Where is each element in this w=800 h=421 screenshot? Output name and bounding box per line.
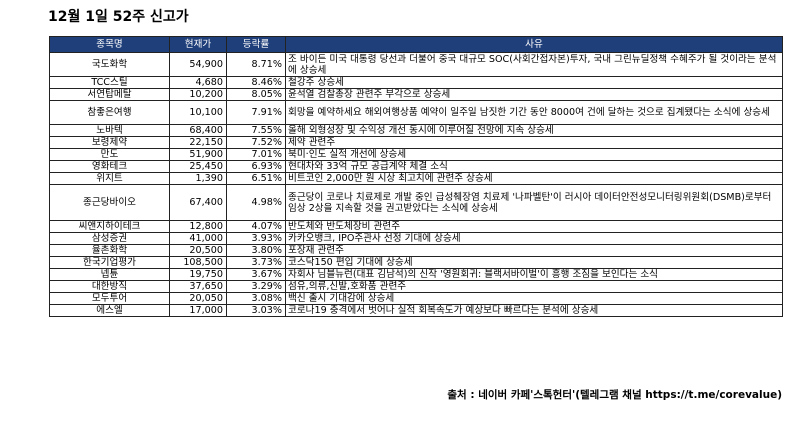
table-row: 씨앤지하이테크 12,800 4.07% 반도체와 반도체장비 관련주	[49, 220, 783, 233]
price: 12,800	[169, 220, 227, 233]
change-rate: 3.67%	[226, 268, 286, 281]
stock-name: 율촌화학	[49, 244, 170, 257]
reason: 코로나19 충격에서 벗어나 실적 회복속도가 예상보다 빠르다는 분석에 상승…	[285, 304, 783, 317]
stock-name: 삼성증권	[49, 232, 170, 245]
table-row: 종근당바이오 67,400 4.98% 종근당이 코로나 치료제로 개발 중인 급성췌…	[49, 184, 783, 221]
stock-name: TCC스틸	[49, 76, 170, 89]
price: 20,050	[169, 292, 227, 305]
table-body: 국도화학 54,900 8.71% 조 바이든 미국 대통령 당선과 더불어 중국 대…	[49, 52, 783, 317]
page-title: 12월 1일 52주 신고가	[48, 9, 189, 25]
reason: 반도체와 반도체장비 관련주	[285, 220, 783, 233]
table-row: 모두투어 20,050 3.08% 백신 출시 기대감에 상승세	[49, 292, 783, 305]
reason: 포장재 관련주	[285, 244, 783, 257]
reason: 북미·인도 실적 개선에 상승세	[285, 148, 783, 161]
stock-name: 만도	[49, 148, 170, 161]
price: 51,900	[169, 148, 227, 161]
stock-name: 위지트	[49, 172, 170, 185]
stock-name: 종근당바이오	[49, 184, 170, 221]
reason: 자회사 님블뉴런(대표 김남석)의 신작 '영원회귀: 블랙서바이벌'이 흥행 …	[285, 268, 783, 281]
stock-name: 참좋은여행	[49, 100, 170, 125]
change-rate: 7.01%	[226, 148, 286, 161]
table-row: TCC스틸 4,680 8.46% 철강주 상승세	[49, 76, 783, 89]
table-row: 한국기업평가 108,500 3.73% 코스닥150 편입 기대에 상승세	[49, 256, 783, 269]
change-rate: 3.29%	[226, 280, 286, 293]
price: 41,000	[169, 232, 227, 245]
price: 67,400	[169, 184, 227, 221]
reason: 코스닥150 편입 기대에 상승세	[285, 256, 783, 269]
table-row: 서연탑메탈 10,200 8.05% 윤석열 검찰총장 관련주 부각으로 상승세	[49, 88, 783, 101]
table-row: 만도 51,900 7.01% 북미·인도 실적 개선에 상승세	[49, 148, 783, 161]
change-rate: 8.05%	[226, 88, 286, 101]
price: 10,200	[169, 88, 227, 101]
price: 68,400	[169, 124, 227, 137]
table-row: 삼성증권 41,000 3.93% 카카오뱅크, IPO주관사 선정 기대에 상승세	[49, 232, 783, 245]
change-rate: 6.93%	[226, 160, 286, 173]
change-rate: 8.71%	[226, 52, 286, 77]
stock-name: 한국기업평가	[49, 256, 170, 269]
price: 54,900	[169, 52, 227, 77]
reason: 카카오뱅크, IPO주관사 선정 기대에 상승세	[285, 232, 783, 245]
change-rate: 4.98%	[226, 184, 286, 221]
table-row: 율촌화학 20,500 3.80% 포장재 관련주	[49, 244, 783, 257]
stock-name: 서연탑메탈	[49, 88, 170, 101]
reason: 종근당이 코로나 치료제로 개발 중인 급성췌장염 치료제 '나파벨탄'이 러시…	[285, 184, 783, 221]
price: 19,750	[169, 268, 227, 281]
change-rate: 3.03%	[226, 304, 286, 317]
table-row: 국도화학 54,900 8.71% 조 바이든 미국 대통령 당선과 더불어 중국 대…	[49, 52, 783, 77]
reason: 윤석열 검찰총장 관련주 부각으로 상승세	[285, 88, 783, 101]
change-rate: 4.07%	[226, 220, 286, 233]
stock-table: 종목명 현재가 등락률 사유 국도화학 54,900 8.71% 조 바이든 미국 대…	[49, 36, 783, 317]
change-rate: 3.93%	[226, 232, 286, 245]
price: 4,680	[169, 76, 227, 89]
change-rate: 3.80%	[226, 244, 286, 257]
price: 108,500	[169, 256, 227, 269]
reason: 백신 출시 기대감에 상승세	[285, 292, 783, 305]
change-rate: 7.52%	[226, 136, 286, 149]
price: 37,650	[169, 280, 227, 293]
price: 22,150	[169, 136, 227, 149]
col-header-price: 현재가	[169, 36, 227, 53]
stock-name: 모두투어	[49, 292, 170, 305]
table-row: 영화테크 25,450 6.93% 현대차와 33억 규모 공급계약 체결 소식	[49, 160, 783, 173]
table-row: 에스엘 17,000 3.03% 코로나19 충격에서 벗어나 실적 회복속도가 예상…	[49, 304, 783, 317]
price: 1,390	[169, 172, 227, 185]
table-row: 참좋은여행 10,100 7.91% 회망을 예약하세요 해외여행상품 예약이 일주일…	[49, 100, 783, 125]
reason: 조 바이든 미국 대통령 당선과 더불어 중국 대규모 SOC(사회간접자본)투…	[285, 52, 783, 77]
col-header-change: 등락률	[226, 36, 286, 53]
change-rate: 3.73%	[226, 256, 286, 269]
stock-name: 보령제약	[49, 136, 170, 149]
change-rate: 8.46%	[226, 76, 286, 89]
price: 17,000	[169, 304, 227, 317]
stock-name: 영화테크	[49, 160, 170, 173]
table-row: 대한방직 37,650 3.29% 섬유,의류,신발,호화품 관련주	[49, 280, 783, 293]
col-header-reason: 사유	[285, 36, 783, 53]
stock-name: 국도화학	[49, 52, 170, 77]
change-rate: 7.55%	[226, 124, 286, 137]
stock-name: 씨앤지하이테크	[49, 220, 170, 233]
table-row: 보령제약 22,150 7.52% 제약 관련주	[49, 136, 783, 149]
table-row: 노바텍 68,400 7.55% 올해 외형성장 및 수익성 개선 동시에 이루어질 …	[49, 124, 783, 137]
stock-name: 넵튠	[49, 268, 170, 281]
reason: 섬유,의류,신발,호화품 관련주	[285, 280, 783, 293]
reason: 현대차와 33억 규모 공급계약 체결 소식	[285, 160, 783, 173]
table-header-row: 종목명 현재가 등락률 사유	[49, 36, 783, 53]
reason: 올해 외형성장 및 수익성 개선 동시에 이루어질 전망에 지속 상승세	[285, 124, 783, 137]
table-row: 넵튠 19,750 3.67% 자회사 님블뉴런(대표 김남석)의 신작 '영원회귀:…	[49, 268, 783, 281]
change-rate: 6.51%	[226, 172, 286, 185]
reason: 제약 관련주	[285, 136, 783, 149]
stock-name: 에스엘	[49, 304, 170, 317]
change-rate: 3.08%	[226, 292, 286, 305]
price: 25,450	[169, 160, 227, 173]
change-rate: 7.91%	[226, 100, 286, 125]
source-note: 출처 : 네이버 카페'스톡헌터'(텔레그램 채널 https://t.me/c…	[447, 389, 782, 401]
reason: 회망을 예약하세요 해외여행상품 예약이 일주일 남짓한 기간 동안 8000여…	[285, 100, 783, 125]
stock-name: 대한방직	[49, 280, 170, 293]
table-row: 위지트 1,390 6.51% 비트코인 2,000만 원 시상 최고치에 관련주 상…	[49, 172, 783, 185]
price: 10,100	[169, 100, 227, 125]
stock-name: 노바텍	[49, 124, 170, 137]
col-header-name: 종목명	[49, 36, 170, 53]
reason: 비트코인 2,000만 원 시상 최고치에 관련주 상승세	[285, 172, 783, 185]
price: 20,500	[169, 244, 227, 257]
reason: 철강주 상승세	[285, 76, 783, 89]
